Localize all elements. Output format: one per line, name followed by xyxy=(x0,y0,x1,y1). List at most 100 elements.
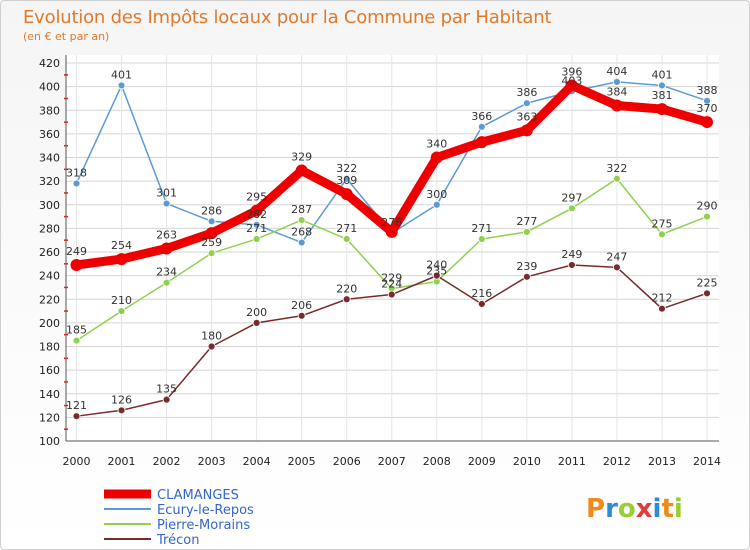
data-point xyxy=(342,235,351,243)
data-label: 386 xyxy=(516,86,537,99)
x-tick-label: 2012 xyxy=(603,455,631,468)
series-tr-con xyxy=(72,261,711,421)
data-label: 277 xyxy=(516,215,537,228)
brand-letter: r xyxy=(605,494,618,524)
data-point xyxy=(477,122,486,131)
data-label: 403 xyxy=(561,74,582,87)
data-label: 220 xyxy=(336,282,357,295)
data-point xyxy=(207,249,216,258)
data-point xyxy=(613,78,621,86)
y-tick-label: 240 xyxy=(39,270,60,283)
data-label: 225 xyxy=(697,276,718,289)
chart-subtitle: (en € et par an) xyxy=(23,30,110,43)
data-point xyxy=(522,228,531,236)
legend-label: Ecury-le-Repos xyxy=(157,503,254,518)
data-label: 121 xyxy=(66,399,87,412)
data-point xyxy=(655,103,668,116)
y-tick-label: 420 xyxy=(39,57,60,70)
data-label: 126 xyxy=(111,393,132,406)
data-label: 384 xyxy=(606,86,627,99)
data-point xyxy=(701,116,713,129)
data-point xyxy=(207,217,216,226)
data-label: 301 xyxy=(156,187,177,200)
data-label: 290 xyxy=(697,200,718,213)
data-label: 381 xyxy=(651,89,672,102)
data-label: 370 xyxy=(697,102,718,115)
data-label: 216 xyxy=(471,287,492,300)
data-label: 366 xyxy=(471,110,492,123)
data-point xyxy=(117,81,126,90)
data-label: 363 xyxy=(516,110,537,123)
data-label: 229 xyxy=(381,272,402,285)
chart-title: Evolution des Impôts locaux pour la Comm… xyxy=(23,7,552,28)
data-point xyxy=(72,412,81,421)
brand-letter: x xyxy=(636,494,653,524)
data-point xyxy=(658,81,666,90)
y-tick-label: 340 xyxy=(39,152,60,165)
data-label: 224 xyxy=(381,278,402,291)
data-point xyxy=(432,200,441,209)
data-point xyxy=(162,278,171,287)
data-point xyxy=(207,342,216,351)
data-point xyxy=(430,151,443,164)
x-tick-label: 2002 xyxy=(153,455,181,468)
x-tick-label: 2008 xyxy=(423,455,451,468)
legend-item: Pierre-Morains xyxy=(104,518,250,533)
data-point xyxy=(295,164,308,177)
x-tick-label: 2004 xyxy=(243,455,271,468)
brand-letter: o xyxy=(618,494,636,524)
data-label: 249 xyxy=(561,248,582,261)
data-point xyxy=(342,174,351,183)
data-label: 263 xyxy=(156,228,177,241)
data-label: 329 xyxy=(291,150,312,163)
data-point xyxy=(115,253,128,266)
data-point xyxy=(252,220,261,229)
x-tick-label: 2013 xyxy=(648,455,676,468)
data-point xyxy=(522,272,531,281)
data-point xyxy=(567,204,576,213)
data-point xyxy=(297,216,306,225)
legend-item: CLAMANGES xyxy=(104,488,239,503)
data-label: 271 xyxy=(246,222,267,235)
y-tick-label: 100 xyxy=(39,435,60,448)
data-point xyxy=(613,263,621,272)
data-point xyxy=(522,99,531,108)
x-tick-label: 2010 xyxy=(513,455,541,468)
data-label: 340 xyxy=(426,138,447,151)
y-tick-label: 300 xyxy=(39,199,60,212)
x-tick-label: 2007 xyxy=(378,455,406,468)
y-tick-label: 200 xyxy=(39,317,60,330)
data-label: 396 xyxy=(561,65,582,78)
data-label: 210 xyxy=(111,294,132,307)
data-label: 295 xyxy=(246,191,267,204)
data-label: 212 xyxy=(651,292,672,305)
data-label: 180 xyxy=(201,330,222,343)
data-label: 235 xyxy=(426,265,447,278)
data-point xyxy=(703,96,711,105)
data-point xyxy=(72,179,81,188)
data-label: 401 xyxy=(651,68,672,81)
x-tick-label: 2009 xyxy=(468,455,496,468)
series-pierre-morains xyxy=(72,174,711,345)
data-label: 271 xyxy=(336,222,357,235)
data-point xyxy=(162,395,171,404)
data-label: 239 xyxy=(516,260,537,273)
data-label: 259 xyxy=(201,236,222,249)
data-label: 268 xyxy=(291,226,312,239)
data-label: 297 xyxy=(561,191,582,204)
x-tick-label: 2000 xyxy=(63,455,91,468)
y-tick-label: 320 xyxy=(39,175,60,188)
series-clamanges xyxy=(70,79,713,271)
data-point xyxy=(72,336,81,345)
data-point xyxy=(703,289,711,298)
data-point xyxy=(613,174,621,183)
data-label: 271 xyxy=(471,222,492,235)
data-point xyxy=(385,225,398,238)
data-point xyxy=(117,307,126,315)
y-tick-label: 160 xyxy=(39,364,60,377)
data-point xyxy=(205,227,218,240)
legend-label: Pierre-Morains xyxy=(157,518,250,533)
brand-logo: Proxiti xyxy=(586,494,683,524)
data-point xyxy=(475,136,488,149)
data-point xyxy=(252,318,261,327)
